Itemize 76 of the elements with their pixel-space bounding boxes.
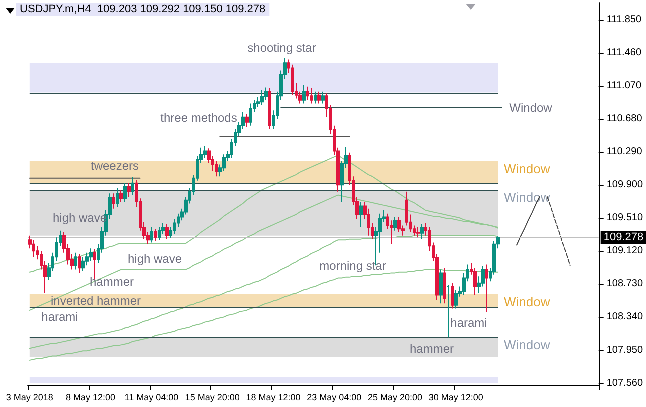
y-tick-label: 111.460 <box>606 47 642 58</box>
annotation: harami <box>42 310 78 324</box>
candlestick <box>32 240 35 258</box>
band-label: Window <box>504 161 551 176</box>
x-tick-label: 15 May 20:00 <box>185 392 240 402</box>
candlestick <box>165 224 169 240</box>
y-tick-label: 108.340 <box>606 312 644 323</box>
candlestick <box>451 282 454 310</box>
candlestick <box>416 226 420 238</box>
band-label: Window <box>504 190 551 206</box>
candlestick <box>119 190 123 203</box>
band-label: Window <box>504 294 551 310</box>
candlestick <box>317 91 321 104</box>
x-tick-label: 23 May 04:00 <box>307 392 362 402</box>
candlestick <box>89 248 93 262</box>
candlestick <box>112 193 115 210</box>
candlestick <box>215 160 218 178</box>
x-tick-label: 8 May 12:00 <box>66 392 116 402</box>
annotation: tweezers <box>90 159 140 173</box>
candlestick <box>245 113 249 128</box>
x-tick-label: 25 May 20:00 <box>368 392 423 402</box>
candlestick <box>443 268 446 304</box>
candlestick <box>306 86 309 101</box>
band-label: Window <box>504 338 551 353</box>
annotation: morning star <box>320 259 386 273</box>
candlestick <box>127 182 131 198</box>
candlestick <box>447 284 450 338</box>
x-tick-label: 11 May 04:00 <box>124 392 179 402</box>
y-tick-label: 110.290 <box>606 146 643 158</box>
candlestick <box>359 202 363 228</box>
candlestick <box>131 176 134 196</box>
candlestick <box>78 254 81 274</box>
candlestick <box>310 88 313 104</box>
ref-line-label: 109.278 <box>604 232 644 244</box>
y-tick-label: 107.950 <box>606 344 644 356</box>
candlestick <box>74 252 77 270</box>
x-tick-label: 18 May 12:00 <box>246 392 301 402</box>
x-tick-label: 30 May 12:00 <box>428 392 484 402</box>
y-tick-label: 109.510 <box>606 212 644 224</box>
candlestick <box>397 216 401 234</box>
candlestick <box>158 226 161 241</box>
candlestick <box>123 182 127 203</box>
y-tick-label: 108.730 <box>606 278 644 290</box>
y-tick-label: 107.560 <box>606 378 644 389</box>
annotation: shooting star <box>248 41 316 55</box>
candlestick <box>116 188 119 208</box>
y-tick-label: 111.070 <box>606 80 642 92</box>
candlestick <box>150 226 153 244</box>
x-tick-label: 3 May 2018 <box>6 392 54 402</box>
candlestick <box>454 290 458 310</box>
candlestick <box>260 90 264 106</box>
y-tick-label: 110.680 <box>606 114 643 125</box>
candlestick <box>249 103 252 126</box>
y-tick-label: 111.850 <box>606 14 642 26</box>
annotation: hammer <box>90 275 134 289</box>
candlestick <box>81 256 85 272</box>
annotation: harami <box>450 316 488 330</box>
candlestick <box>485 264 488 313</box>
annotation: hammer <box>410 342 454 356</box>
candlestick <box>173 218 176 235</box>
y-tick-label: 109.900 <box>606 180 644 191</box>
candlestick <box>268 88 271 130</box>
chart-title: USDJPY.m,H4 109.203 109.292 109.150 109.278 <box>20 4 266 16</box>
y-tick-label: 109.120 <box>606 246 644 257</box>
candlestick <box>420 224 424 240</box>
annotation: high wave <box>128 252 182 266</box>
candlestick <box>393 216 397 232</box>
candlestick <box>321 91 325 104</box>
annotation: Window <box>510 101 553 115</box>
annotation: inverted hammer <box>50 294 142 308</box>
candlestick <box>439 269 443 304</box>
candlestick <box>302 84 306 104</box>
annotation: three methods <box>160 111 238 125</box>
candlestick <box>222 154 226 172</box>
candlestick <box>314 91 317 104</box>
candlestick <box>154 228 157 242</box>
